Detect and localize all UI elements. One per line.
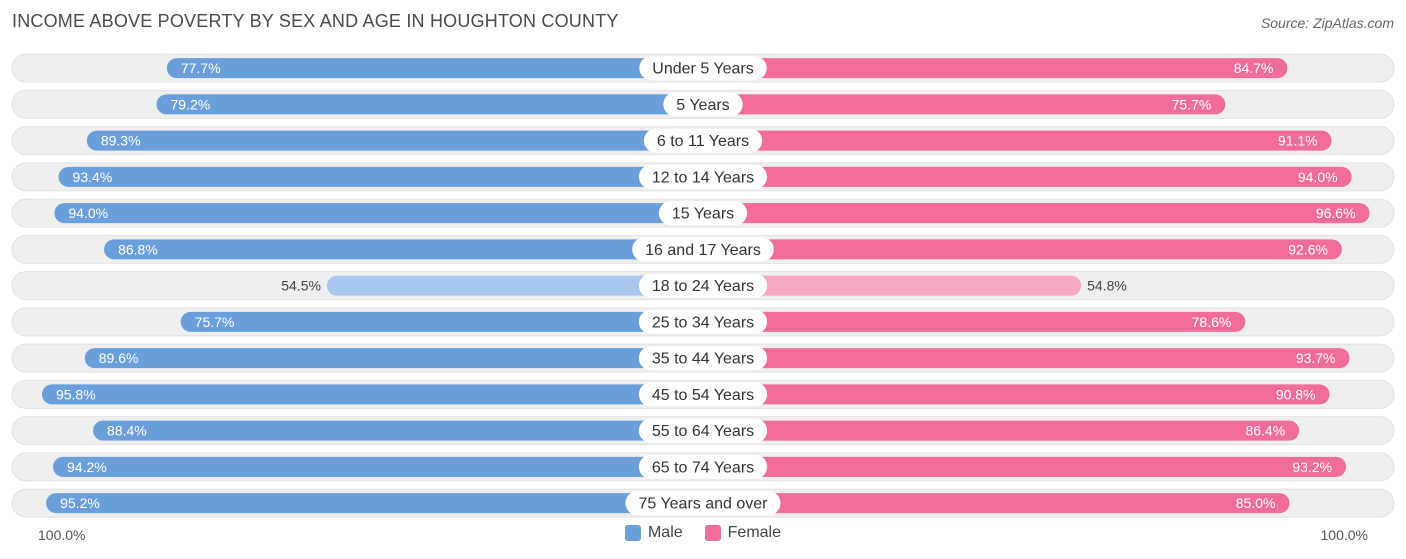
value-label-female: 78.6% — [1192, 314, 1232, 330]
category-pill — [663, 92, 743, 117]
value-label-female: 90.8% — [1276, 386, 1316, 402]
bar-female — [703, 384, 1330, 405]
legend-label-male: Male — [647, 524, 683, 541]
bar-male — [104, 239, 703, 260]
category-pill — [639, 56, 767, 81]
bar-male — [53, 456, 703, 477]
legend-label-female: Female — [727, 524, 782, 541]
bar-male — [46, 493, 704, 514]
category-pill — [625, 491, 781, 516]
bar-male — [180, 311, 704, 332]
axis-label-right: 100.0% — [1320, 527, 1368, 543]
value-label-female: 93.2% — [1292, 459, 1332, 475]
bar-male — [58, 166, 704, 187]
diverging-bar-chart: 77.7% 84.7% Under 5 Years 79.2% 75.7% 5 Years… — [11, 53, 1395, 518]
bar-female — [703, 311, 1246, 332]
value-label-male: 94.2% — [67, 459, 107, 475]
category-label: 12 to 14 Years — [652, 169, 754, 186]
category-label: 75 Years and over — [639, 496, 769, 513]
bar-female — [703, 203, 1370, 224]
category-label: 45 to 54 Years — [652, 387, 754, 404]
value-label-male: 88.4% — [107, 423, 147, 439]
category-label: 18 to 24 Years — [652, 278, 754, 295]
category-pill — [638, 382, 768, 407]
value-label-male: 86.8% — [118, 241, 158, 257]
value-label-male: 94.0% — [68, 205, 108, 221]
value-label-female: 85.0% — [1236, 495, 1276, 511]
bar-male — [84, 348, 703, 369]
bar-male — [166, 58, 703, 79]
bar-male — [41, 384, 704, 405]
category-label: 35 to 44 Years — [652, 351, 754, 368]
legend-swatch-male — [624, 525, 641, 541]
category-pill — [638, 164, 768, 189]
category-pill — [638, 418, 768, 443]
value-label-male: 95.8% — [56, 386, 96, 402]
value-label-male: 93.4% — [73, 169, 113, 185]
legend-item-male[interactable]: Male — [624, 524, 683, 542]
bar-male — [54, 203, 703, 224]
chart-title: INCOME ABOVE POVERTY BY SEX AND AGE IN H… — [12, 11, 619, 31]
category-label: 5 Years — [676, 97, 729, 114]
bar-female — [703, 239, 1342, 260]
bar-female — [703, 493, 1290, 514]
category-label: 6 to 11 Years — [657, 133, 749, 150]
value-label-female: 84.7% — [1234, 60, 1274, 76]
bar-male — [93, 420, 704, 441]
bar-female — [703, 456, 1347, 477]
value-label-male: 79.2% — [171, 96, 211, 112]
axis-label-left: 100.0% — [38, 527, 86, 543]
bar-female — [703, 58, 1288, 79]
legend-swatch-female — [704, 525, 721, 541]
category-label: 25 to 34 Years — [652, 314, 754, 331]
category-label: 15 Years — [672, 206, 734, 223]
value-label-male: 77.7% — [181, 60, 221, 76]
value-label-female: 92.6% — [1288, 241, 1328, 257]
value-label-male: 54.5% — [281, 278, 321, 294]
value-label-female: 91.1% — [1278, 133, 1318, 149]
bar-female — [703, 348, 1350, 369]
bar-male — [86, 130, 703, 151]
category-label: Under 5 Years — [652, 61, 753, 78]
value-label-male: 95.2% — [60, 495, 100, 511]
bar-female — [703, 166, 1352, 187]
category-label: 55 to 64 Years — [652, 423, 754, 440]
bar-female — [703, 420, 1300, 441]
category-pill — [638, 346, 768, 371]
category-pill — [632, 237, 774, 262]
value-label-female: 94.0% — [1298, 169, 1338, 185]
category-pill — [638, 273, 768, 298]
category-pill — [658, 201, 748, 226]
value-label-male: 89.6% — [99, 350, 139, 366]
bar-female — [703, 94, 1226, 115]
value-label-male: 75.7% — [195, 314, 235, 330]
bar-female — [703, 130, 1332, 151]
legend-item-female[interactable]: Female — [704, 524, 782, 542]
value-label-female: 96.6% — [1316, 205, 1356, 221]
value-label-female: 54.8% — [1087, 278, 1127, 294]
bar-male — [156, 94, 703, 115]
value-label-male: 89.3% — [101, 133, 141, 149]
category-label: 16 and 17 Years — [645, 242, 761, 259]
value-label-female: 86.4% — [1245, 423, 1285, 439]
source-credit: Source: ZipAtlas.com — [1260, 15, 1394, 31]
value-label-female: 93.7% — [1296, 350, 1336, 366]
bar-male — [326, 275, 703, 296]
category-pill — [643, 128, 763, 153]
category-pill — [638, 309, 768, 334]
category-pill — [638, 454, 768, 479]
value-label-female: 75.7% — [1172, 96, 1212, 112]
bar-female — [703, 275, 1082, 296]
category-label: 65 to 74 Years — [652, 459, 754, 476]
legend: Male Female — [0, 524, 1406, 542]
